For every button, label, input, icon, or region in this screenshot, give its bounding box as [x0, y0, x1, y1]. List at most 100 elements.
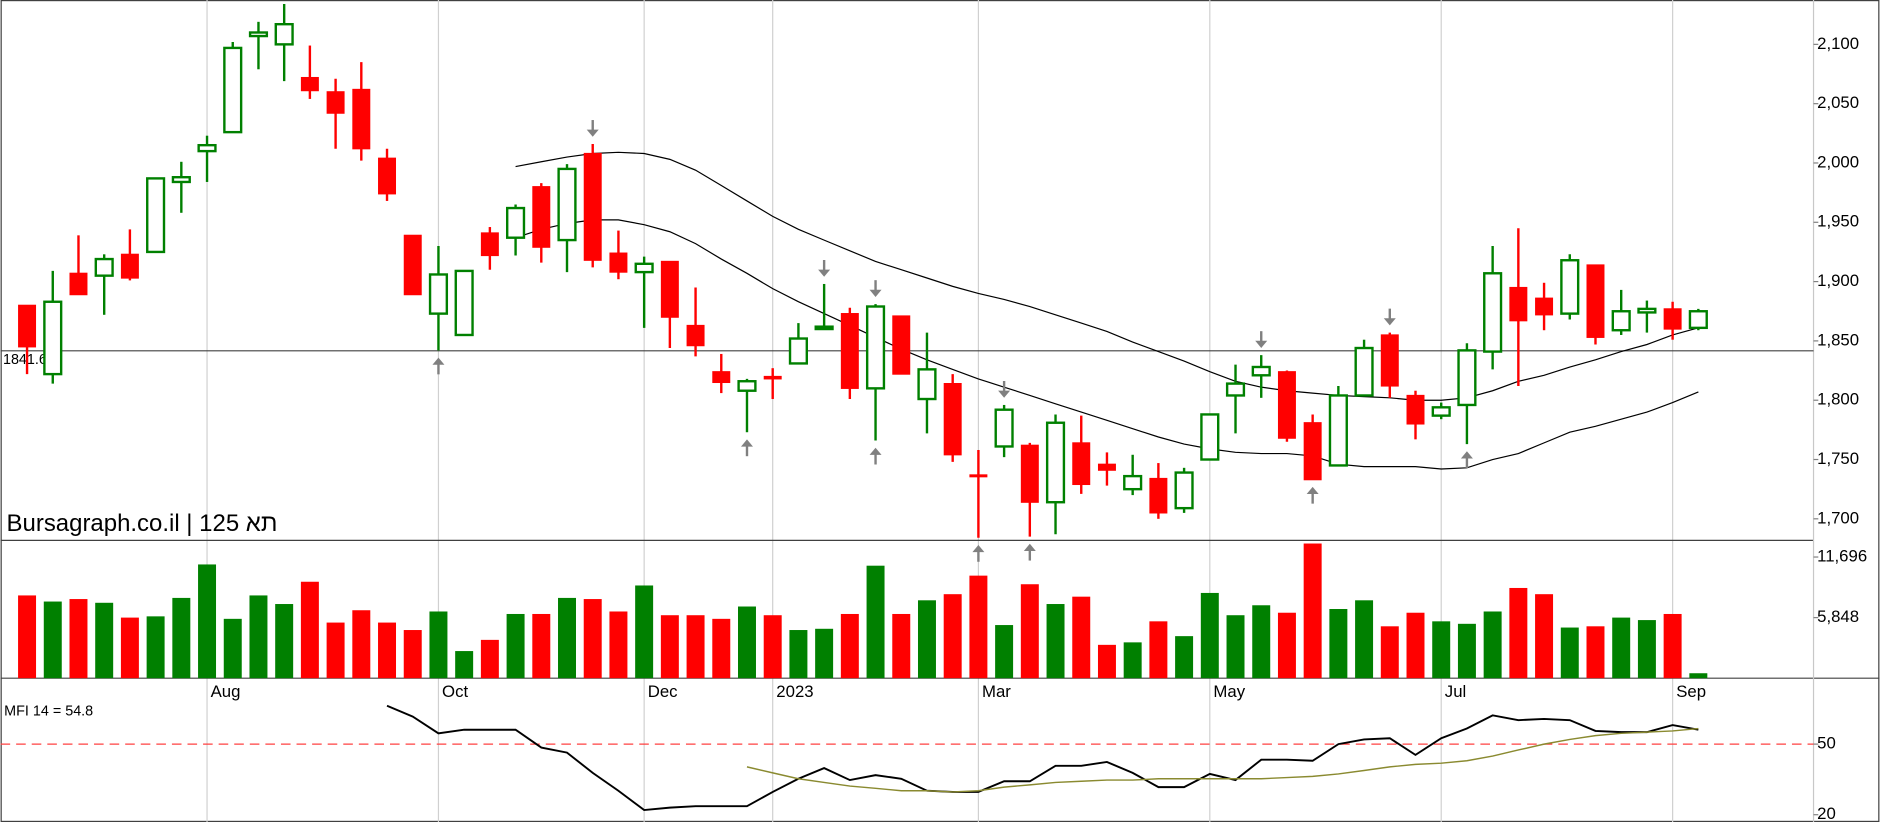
candle-body [197, 143, 217, 153]
signal-arrow [740, 439, 753, 457]
candle-body [1174, 471, 1194, 510]
candle-body [248, 31, 269, 38]
candle-body [352, 88, 371, 150]
candle-body [1457, 349, 1477, 407]
volume-bar [480, 639, 499, 679]
candle-body [865, 305, 886, 390]
y-tick-label: 1,900 [1817, 271, 1859, 290]
series-line [746, 727, 1699, 793]
volume-bar [686, 615, 705, 679]
candle-body [1097, 463, 1116, 471]
y-tick-label: 2,050 [1817, 93, 1859, 112]
volume-bar [1406, 612, 1425, 679]
signal-arrow-head [869, 289, 882, 297]
signal-arrow-head [869, 447, 882, 455]
candle-body [737, 380, 757, 392]
volume-bar [1560, 627, 1579, 679]
signal-arrow [972, 544, 985, 562]
candle-body [1225, 382, 1246, 397]
y-tick-label: 11,696 [1817, 546, 1867, 565]
volume-bar [1380, 626, 1399, 679]
volume-bar [532, 613, 551, 679]
candle-body [969, 474, 988, 478]
candle-body [1688, 310, 1708, 330]
volume-bar [1663, 613, 1682, 679]
candle-body [1251, 365, 1271, 377]
volume-bar [1586, 626, 1605, 679]
volume-bar [660, 615, 679, 679]
volume-bar [763, 615, 782, 679]
y-tick-label: 2,100 [1817, 34, 1859, 53]
volume-bar [1252, 605, 1271, 679]
candle-body [1611, 310, 1631, 332]
candle-body [1663, 308, 1682, 330]
series-line [515, 151, 1699, 401]
candle-body [1303, 422, 1322, 481]
candle-body [1020, 444, 1039, 503]
volume-bar [969, 575, 988, 679]
volume-bar [1457, 623, 1476, 679]
signal-arrow-head [586, 129, 599, 137]
candle-body [505, 206, 526, 239]
x-tick-label: Aug [211, 682, 241, 701]
candle-body [1328, 394, 1348, 467]
candle-body [403, 234, 422, 296]
signal-arrow [1023, 543, 1036, 561]
signal-arrow [1383, 308, 1396, 326]
candle-body [788, 337, 809, 365]
volume-bar [558, 597, 576, 679]
x-tick-label: 2023 [776, 682, 813, 701]
candle-body [1431, 406, 1451, 417]
volume-bar [1200, 592, 1219, 679]
candle-body [1637, 307, 1657, 314]
candle-body [223, 46, 243, 134]
watermark: Bursagraph.co.il | 125 תא [7, 510, 278, 537]
candle-body [712, 371, 731, 384]
candle-body [274, 22, 294, 46]
candle-body [69, 272, 88, 296]
signal-arrow [1460, 451, 1473, 469]
signal-arrow-head [1255, 340, 1268, 348]
volume-bar [275, 604, 294, 679]
candle-body [18, 304, 37, 348]
volume-bar [198, 564, 217, 679]
volume-bar [1123, 642, 1142, 679]
candle-body [634, 262, 654, 274]
candle-body [1354, 346, 1374, 397]
candle-body [428, 273, 449, 315]
volume-bar [1689, 673, 1708, 679]
x-tick-label: Mar [982, 682, 1011, 701]
candle-body [763, 375, 782, 380]
candle-body [1277, 371, 1296, 439]
candle-body [1123, 474, 1143, 491]
volume-bar [95, 602, 114, 679]
candle-body [686, 324, 705, 347]
volume-bar [1432, 621, 1451, 679]
reference-label: 1841.64 [3, 352, 55, 368]
x-tick-label: Dec [648, 682, 678, 701]
volume-bar [1612, 617, 1631, 679]
signal-arrow-head [1383, 318, 1396, 326]
y-tick-label: 1,800 [1817, 390, 1859, 409]
volume-bar [352, 610, 371, 679]
candle-body [1380, 334, 1399, 387]
candle-body [943, 383, 962, 456]
volume-bar [249, 595, 268, 679]
volume-bar [789, 630, 808, 679]
volume-bar [995, 625, 1014, 679]
volume-bar [1483, 611, 1502, 679]
volume-bar [892, 613, 911, 679]
candle-body [480, 232, 499, 257]
volume-bar [18, 595, 37, 679]
signal-arrow [869, 447, 882, 465]
candle-body [378, 157, 397, 195]
signal-arrow-head [998, 390, 1011, 398]
candle-body [43, 300, 63, 376]
candle-body [660, 260, 679, 318]
volume-bar [917, 600, 936, 679]
candle-body [1406, 394, 1425, 425]
y-tick-label: 50 [1817, 734, 1836, 753]
series-line [386, 704, 1699, 812]
volume-bar [223, 618, 242, 679]
volume-bar [583, 599, 602, 679]
